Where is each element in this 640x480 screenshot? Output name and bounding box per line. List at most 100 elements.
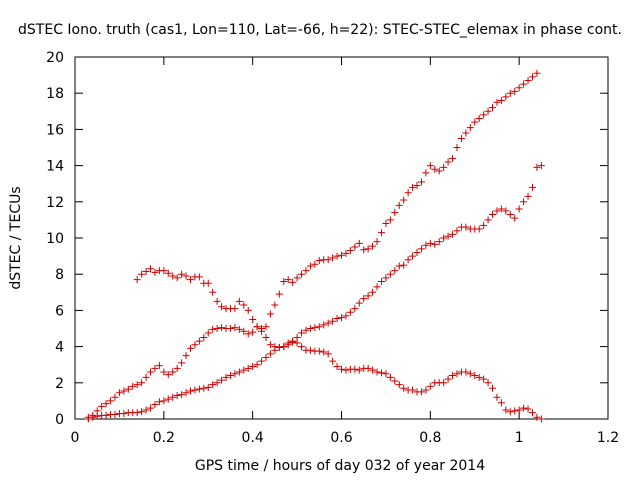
data-point [449,154,457,162]
x-tick-label: 1 [515,430,524,446]
data-point [386,216,394,224]
data-point [537,415,545,423]
data-point [444,232,452,240]
data-point [342,249,350,257]
data-point [417,388,425,396]
series-track-rising-moderate [84,162,545,423]
data-point [120,387,128,395]
data-point [391,377,399,385]
data-point [271,343,279,351]
data-point [369,366,377,374]
data-point [244,364,252,372]
data-point [164,269,172,277]
data-point [511,407,519,415]
data-point [489,384,497,392]
data-point [262,353,270,361]
data-point [178,359,186,367]
data-point [249,363,257,371]
data-point [89,413,97,421]
data-point [333,315,341,323]
data-point [364,364,372,372]
data-point [462,368,470,376]
data-point [218,303,226,311]
data-point [298,329,306,337]
data-point [164,371,172,379]
data-point [195,385,203,393]
data-point [231,324,239,332]
data-point [320,321,328,329]
data-point [355,299,363,307]
x-tick-label: 0.6 [330,430,352,446]
data-point [195,337,203,345]
plot-frame [74,56,609,420]
data-point [151,364,159,372]
data-point [346,247,354,255]
data-point [338,314,345,322]
data-point [493,207,501,215]
data-point [124,385,132,393]
data-point [373,283,381,291]
data-point [204,329,212,337]
data-point [471,372,479,380]
data-point [391,267,399,275]
data-point [133,409,141,417]
data-point [169,368,177,376]
data-point [231,370,239,378]
y-tick-label: 8 [55,267,64,283]
data-point [284,276,292,284]
data-point [289,278,297,286]
y-tick-label: 20 [46,50,64,66]
data-point [173,391,181,399]
data-point [178,391,186,399]
data-point [164,395,172,403]
data-point [191,386,199,394]
data-point [497,205,505,213]
data-point [311,260,319,268]
data-point [178,270,186,278]
data-point [373,238,381,246]
chart-title: dSTEC Iono. truth (cas1, Lon=110, Lat=-6… [18,22,622,38]
data-point [258,327,266,335]
data-point [435,167,443,175]
x-tick-label: 0.4 [242,430,264,446]
data-point [173,364,181,372]
data-point [155,362,163,370]
data-point [355,239,363,247]
data-point [422,386,430,394]
data-point [506,210,514,218]
data-point [186,276,194,284]
data-point [377,229,385,237]
data-point [515,406,523,414]
data-point [231,305,239,313]
data-point [195,273,203,281]
data-point [382,370,390,378]
data-point [235,325,243,333]
data-point [480,375,488,383]
data-point [342,366,350,374]
data-point [493,393,501,401]
y-tick-label: 4 [55,340,64,356]
data-point [133,381,141,389]
data-point [528,409,536,417]
data-point [320,348,328,356]
data-point [395,201,403,209]
data-point [409,386,417,394]
data-point [413,248,421,256]
data-series [84,69,545,423]
data-point [351,305,359,313]
data-point [440,379,448,387]
data-point [182,352,190,360]
data-point [209,288,217,296]
data-point [382,274,390,282]
x-tick-label: 1.2 [597,430,619,446]
data-point [524,192,532,200]
data-point [422,169,430,177]
data-point [266,310,274,318]
data-point [440,163,448,171]
data-point [155,398,163,406]
data-point [138,408,146,416]
data-point [462,129,470,137]
data-point [524,77,532,85]
data-point [391,209,399,217]
data-point [169,393,177,401]
